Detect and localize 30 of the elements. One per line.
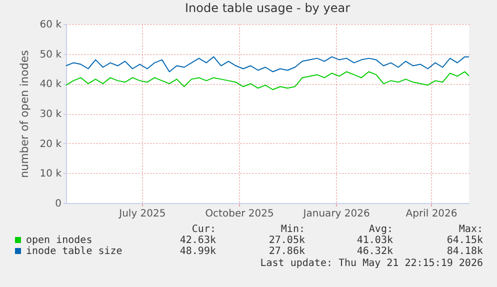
y-tick-label: 60 k bbox=[40, 20, 62, 30]
line-series bbox=[66, 71, 470, 90]
text: 46.32k bbox=[356, 246, 393, 257]
legend-label: open inodes bbox=[26, 235, 92, 246]
text: Last update: Thu May 21 22:15:19 2026 bbox=[260, 258, 483, 269]
text: 41.03k bbox=[356, 235, 393, 246]
y-tick-label: 10 k bbox=[40, 168, 62, 180]
x-tick-label: July 2025 bbox=[118, 208, 166, 220]
legend-label: inode table size bbox=[26, 246, 122, 257]
line-series bbox=[66, 56, 470, 72]
y-tick-label: 30 k bbox=[40, 109, 62, 120]
y-tick-label: 0 bbox=[55, 198, 62, 210]
text: 42.63k bbox=[180, 235, 216, 246]
text: 84.18k bbox=[446, 246, 483, 257]
text: 48.99k bbox=[180, 246, 216, 257]
text: Cur: bbox=[192, 224, 216, 235]
text: 64.15k bbox=[446, 235, 483, 246]
text: 27.86k bbox=[268, 246, 305, 257]
y-tick-label: 50 k bbox=[40, 49, 62, 60]
text: Min: bbox=[280, 224, 305, 235]
x-tick-label: October 2025 bbox=[205, 208, 274, 220]
x-tick-label: January 2026 bbox=[302, 208, 370, 220]
chart-title: Inode table usage - by year bbox=[185, 1, 350, 15]
y-tick-label: 20 k bbox=[40, 138, 62, 150]
text: Avg: bbox=[368, 224, 393, 235]
text: Max: bbox=[458, 224, 483, 235]
y-axis-title: number of open inodes bbox=[18, 50, 31, 178]
text: 27.05k bbox=[268, 235, 305, 246]
x-tick-label: April 2026 bbox=[406, 208, 458, 220]
y-tick-label: 40 k bbox=[40, 79, 62, 90]
